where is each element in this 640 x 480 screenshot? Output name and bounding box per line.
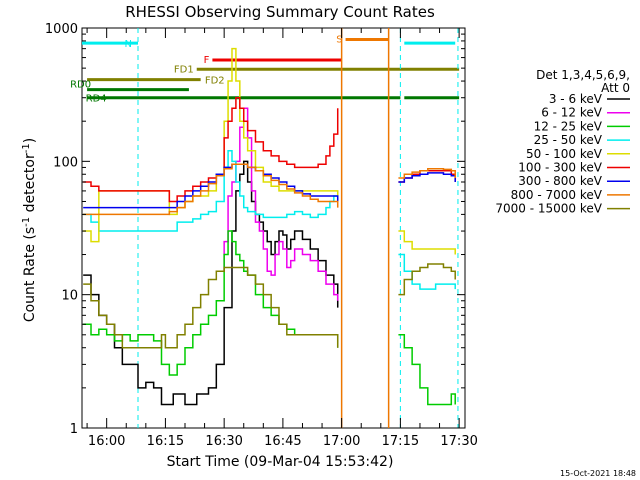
series-line-7 [83, 163, 339, 216]
legend-label: 50 - 100 keV [526, 147, 603, 161]
vertical-markers [137, 28, 459, 428]
series-line-0 [83, 160, 339, 406]
y-tick-label: 100 [53, 155, 78, 170]
legend-label: 3 - 6 keV [549, 92, 603, 106]
series-line-1 [216, 107, 339, 301]
flag-label-f: F [204, 55, 210, 66]
series-line-8 [83, 266, 339, 349]
series-line-5 [398, 169, 456, 183]
series-line-5 [83, 96, 339, 203]
y-axis-label-end: ) [22, 138, 38, 143]
series-line-4 [398, 230, 456, 255]
flag-label-rd0: RD0 [70, 80, 91, 91]
plot-frame [81, 27, 466, 429]
flag-label-fd1: FD1 [174, 64, 194, 75]
flag-label-rd4: RD4 [86, 94, 107, 105]
x-axis-label: Start Time (09-Mar-04 15:53:42) [167, 454, 394, 470]
y-axis-label: Count Rate (s-1 detector-1) [21, 138, 38, 322]
series-line-7 [398, 167, 456, 179]
y-axis-ticks: 1 10 100 1000 [45, 22, 465, 437]
series-line-3 [83, 150, 339, 232]
y-axis-label-main: Count Rate (s [22, 227, 38, 322]
y-tick-label: 1000 [45, 22, 78, 37]
series-line-6 [398, 172, 456, 183]
series-line-2 [398, 334, 456, 406]
footer-date: 15-Oct-2021 18:48 [560, 469, 636, 478]
legend-header-2: Att 0 [601, 81, 630, 95]
legend-label: 800 - 7000 keV [511, 188, 603, 202]
y-tick-label: 1 [70, 422, 78, 437]
flag-bars: N S F FD1 FD2 RD0 RD4 [70, 34, 460, 105]
legend-label: 100 - 300 keV [518, 161, 602, 175]
legend-header-1: Det 1,3,4,5,6,9, [536, 68, 630, 82]
y-tick-label: 10 [61, 289, 78, 304]
legend-label: 7000 - 15000 keV [495, 202, 602, 216]
series-line-2 [83, 230, 339, 376]
legend-label: 6 - 12 keV [541, 106, 603, 120]
x-axis-ticks: 16:00 16:15 16:30 16:45 17:00 17:15 17:30 [86, 28, 478, 449]
series-lines [83, 47, 456, 406]
x-tick-label: 16:45 [264, 434, 301, 449]
x-tick-label: 17:15 [382, 434, 419, 449]
legend-label: 12 - 25 keV [534, 119, 603, 133]
legend-label: 25 - 50 keV [534, 133, 603, 147]
x-tick-label: 17:00 [323, 434, 360, 449]
x-tick-label: 17:30 [440, 434, 477, 449]
chart-title: RHESSI Observing Summary Count Rates [125, 3, 435, 21]
x-tick-label: 16:30 [205, 434, 242, 449]
x-tick-label: 16:15 [147, 434, 184, 449]
flag-label-n: N [125, 39, 132, 50]
flag-label-fd2: FD2 [205, 76, 225, 87]
y-axis-label-mid: detector [22, 153, 38, 217]
y-axis-label-sup1: -1 [21, 217, 32, 227]
series-line-8 [398, 263, 456, 296]
y-axis-label-sup2: -1 [21, 143, 32, 153]
series-line-3 [398, 253, 456, 290]
flag-label-s: S [336, 34, 342, 45]
x-tick-label: 16:00 [88, 434, 125, 449]
series-line-6 [83, 163, 339, 209]
legend-label: 300 - 800 keV [518, 174, 602, 188]
